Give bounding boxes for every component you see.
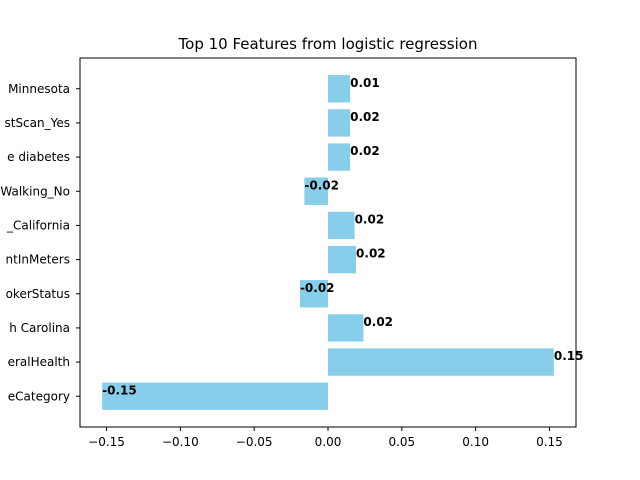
x-axis: −0.15 −0.10 −0.05 0.00 0.05 0.10 0.15: [88, 427, 563, 449]
bar-5: [328, 211, 355, 240]
bar-6: [304, 177, 328, 205]
y-tick-label-2: h Carolina: [9, 321, 70, 335]
x-tick-label-0: −0.15: [88, 435, 125, 449]
y-tick-label-5: _California: [6, 218, 70, 232]
bar-0: [102, 382, 329, 410]
x-tick-label-6: 0.15: [536, 435, 563, 449]
bars-layer: [102, 75, 554, 410]
y-tick-label-8: stScan_Yes: [4, 116, 70, 130]
x-tick-label-5: 0.10: [462, 435, 489, 449]
data-label-1: 0.15: [554, 349, 584, 363]
data-label-7: 0.02: [350, 144, 380, 158]
bar-7: [328, 143, 351, 171]
x-tick-label-1: −0.10: [162, 435, 199, 449]
x-tick-label-2: −0.05: [236, 435, 273, 449]
data-label-3: -0.02: [300, 281, 335, 295]
y-tick-label-1: eralHealth: [8, 355, 70, 369]
data-label-4: 0.02: [356, 247, 386, 261]
bar-1: [328, 348, 554, 376]
data-label-2: 0.02: [363, 315, 393, 329]
x-tick-label-4: 0.05: [388, 435, 415, 449]
y-tick-label-4: ntInMeters: [6, 253, 70, 267]
bar-3: [299, 280, 328, 308]
data-label-6: -0.02: [304, 178, 339, 192]
x-tick-label-3: 0.00: [315, 435, 342, 449]
bar-9: [328, 75, 351, 103]
chart-title: Top 10 Features from logistic regression: [178, 35, 478, 53]
data-label-5: 0.02: [355, 212, 385, 226]
data-label-9: 0.01: [350, 76, 380, 90]
data-label-0: -0.15: [102, 383, 137, 397]
y-tick-label-0: eCategory: [8, 389, 70, 403]
y-tick-label-6: Walking_No: [0, 184, 70, 198]
bar-4: [328, 245, 357, 274]
y-tick-label-7: e diabetes: [7, 150, 70, 164]
y-tick-label-3: okerStatus: [6, 287, 70, 301]
bar-2: [328, 314, 364, 342]
data-label-8: 0.02: [350, 110, 380, 124]
bar-8: [328, 109, 351, 137]
y-axis: eCategory eralHealth h Carolina okerStatus n…: [0, 82, 80, 403]
y-tick-label-9: Minnesota: [8, 82, 70, 96]
